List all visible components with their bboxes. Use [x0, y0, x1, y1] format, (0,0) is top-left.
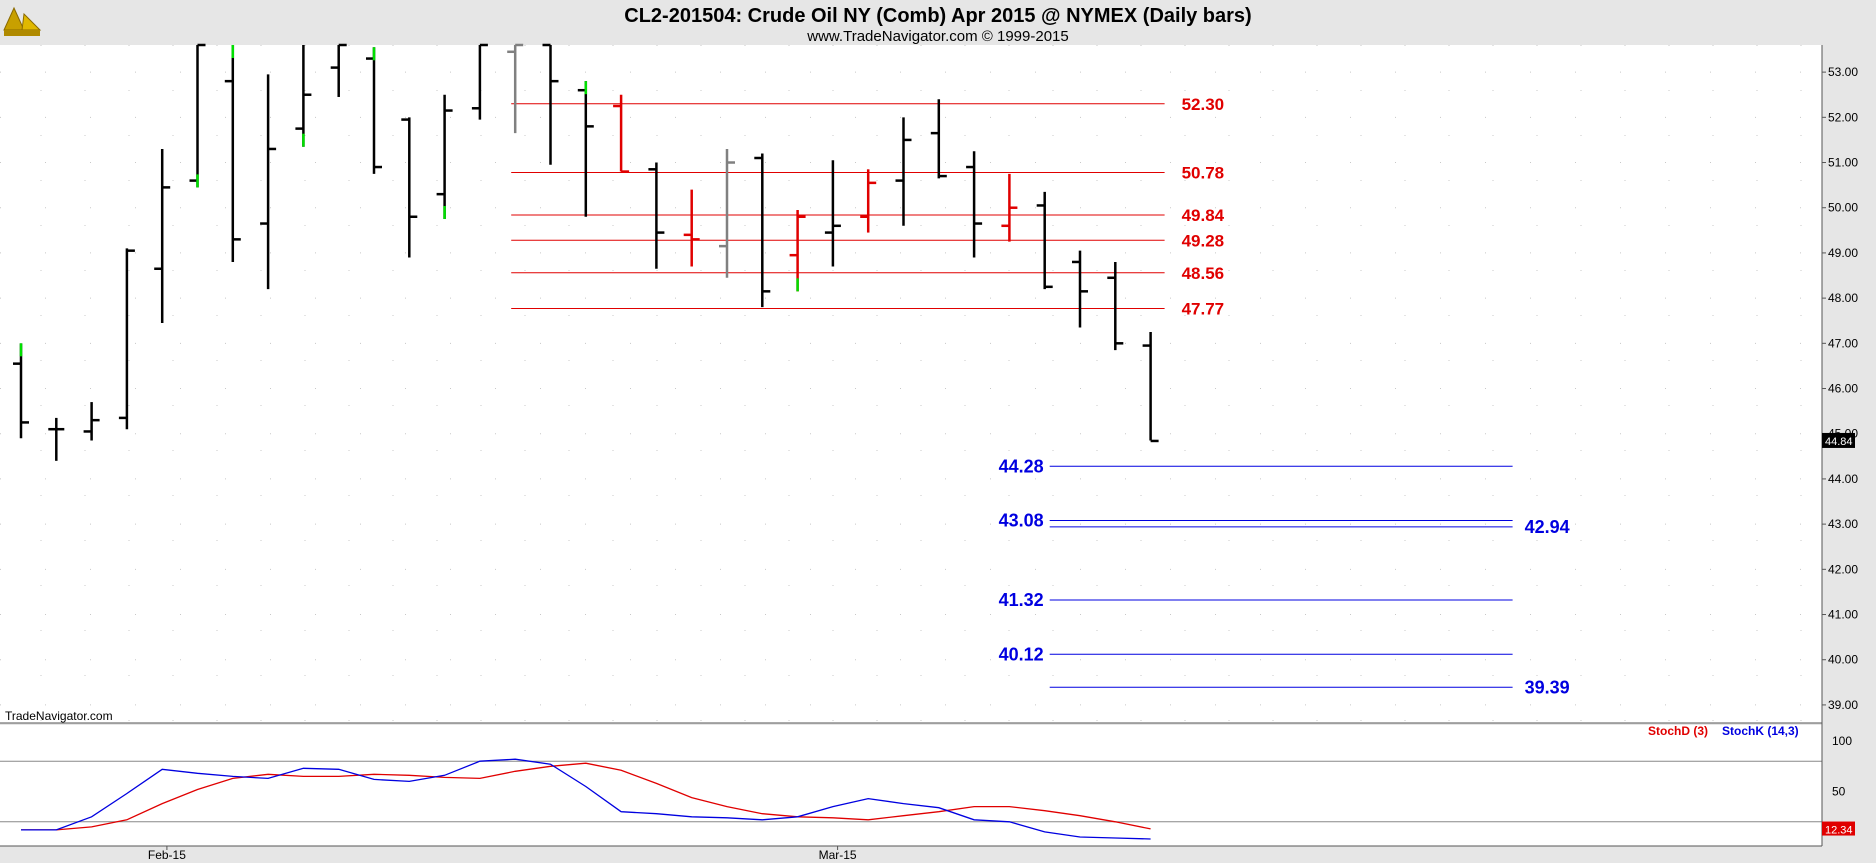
stochd-line: [21, 762, 1151, 831]
oscillator-lines: [21, 758, 1151, 840]
price-bar: [401, 117, 418, 258]
price-bar: [48, 417, 65, 461]
price-axis-label: 40.00: [1828, 653, 1858, 667]
price-bar: [542, 43, 559, 165]
support-label: 39.39: [1525, 677, 1570, 697]
logo: [3, 6, 42, 36]
last-price-value: 44.84: [1825, 436, 1853, 448]
price-bar: [1036, 191, 1053, 290]
price-axis-label: 48.00: [1828, 291, 1858, 305]
price-axis-label: 39.00: [1828, 698, 1858, 712]
watermark: TradeNavigator.com: [5, 709, 113, 723]
price-levels: 52.30 50.78 49.84 49.28 48.56 47.77 44.28 43.08…: [511, 95, 1570, 697]
price-bar: [754, 153, 771, 308]
support-label: 40.12: [999, 644, 1044, 664]
price-bar: [789, 209, 806, 292]
resistance-label: 48.56: [1182, 264, 1225, 283]
oscillator-axis: 50 100 12.34: [1822, 734, 1855, 837]
support-label: 41.32: [999, 590, 1044, 610]
price-bar: [1072, 250, 1088, 328]
price-bar: [577, 81, 594, 217]
price-bar: [366, 47, 382, 174]
price-bar: [613, 94, 630, 173]
price-axis-label: 46.00: [1828, 382, 1858, 396]
price-bar: [1001, 173, 1018, 242]
price-axis-label: 43.00: [1828, 517, 1858, 531]
price-bar: [224, 45, 241, 262]
support-label: 44.28: [999, 456, 1044, 476]
price-axis-label: 47.00: [1828, 336, 1858, 350]
price-bar: [154, 148, 171, 323]
price-bar: [295, 45, 312, 147]
price-bar: [648, 162, 665, 269]
price-bar: [189, 43, 206, 188]
oscillator-axis-label: 50: [1832, 785, 1846, 799]
price-bar: [330, 43, 347, 97]
stochd-last-tag: 12.34: [1822, 821, 1855, 837]
oscillator-grid: [0, 760, 1822, 823]
price-panel: [0, 45, 1822, 723]
date-axis-label: Feb-15: [148, 848, 186, 862]
resistance-label: 52.30: [1182, 95, 1225, 114]
price-axis-label: 53.00: [1828, 65, 1858, 79]
oscillator-panel: [0, 725, 1822, 846]
price-bars: [13, 43, 1159, 461]
price-bar: [824, 160, 841, 267]
price-bar: [930, 99, 947, 179]
price-bar: [507, 43, 524, 134]
price-bar: [860, 169, 877, 233]
date-axis-label: Mar-15: [819, 848, 857, 862]
stochd-last-value: 12.34: [1825, 825, 1853, 837]
resistance-label: 49.84: [1182, 206, 1225, 225]
price-bar: [895, 117, 912, 226]
price-axis-label: 51.00: [1828, 156, 1858, 170]
legend-stochk: StochK (14,3): [1722, 724, 1799, 738]
support-label: 42.94: [1525, 517, 1570, 537]
resistance-label: 47.77: [1182, 300, 1225, 319]
resistance-label: 50.78: [1182, 163, 1225, 182]
support-label: 43.08: [999, 511, 1044, 531]
price-axis-label: 41.00: [1828, 608, 1858, 622]
price-axis-label: 52.00: [1828, 110, 1858, 124]
price-bar: [1107, 261, 1124, 351]
price-axis-label: 44.00: [1828, 472, 1858, 486]
price-bar: [13, 343, 29, 439]
price-bar: [719, 148, 735, 278]
resistance-label: 49.28: [1182, 231, 1225, 250]
price-bar: [118, 248, 135, 430]
chart-title: CL2-201504: Crude Oil NY (Comb) Apr 2015…: [624, 5, 1251, 27]
price-bar: [436, 94, 453, 220]
price-axis-label: 49.00: [1828, 246, 1858, 260]
price-bar: [260, 74, 277, 290]
price-bar: [83, 402, 100, 441]
price-axis-label: 42.00: [1828, 562, 1858, 576]
stochk-line: [21, 758, 1151, 840]
legend-stochd: StochD (3): [1648, 724, 1708, 738]
last-price-tag: 44.84: [1822, 432, 1855, 448]
price-axis: 39.0040.0041.0042.0043.0044.0045.0046.00…: [1822, 65, 1858, 712]
price-axis-label: 50.00: [1828, 201, 1858, 215]
date-axis: Feb-15 Mar-15: [148, 846, 857, 862]
price-bar: [683, 189, 700, 267]
chart-subtitle: www.TradeNavigator.com © 1999-2015: [806, 28, 1068, 45]
price-bar: [1142, 332, 1159, 443]
price-bar: [471, 43, 488, 120]
oscillator-axis-label: 100: [1832, 734, 1852, 748]
price-bar: [966, 151, 983, 258]
